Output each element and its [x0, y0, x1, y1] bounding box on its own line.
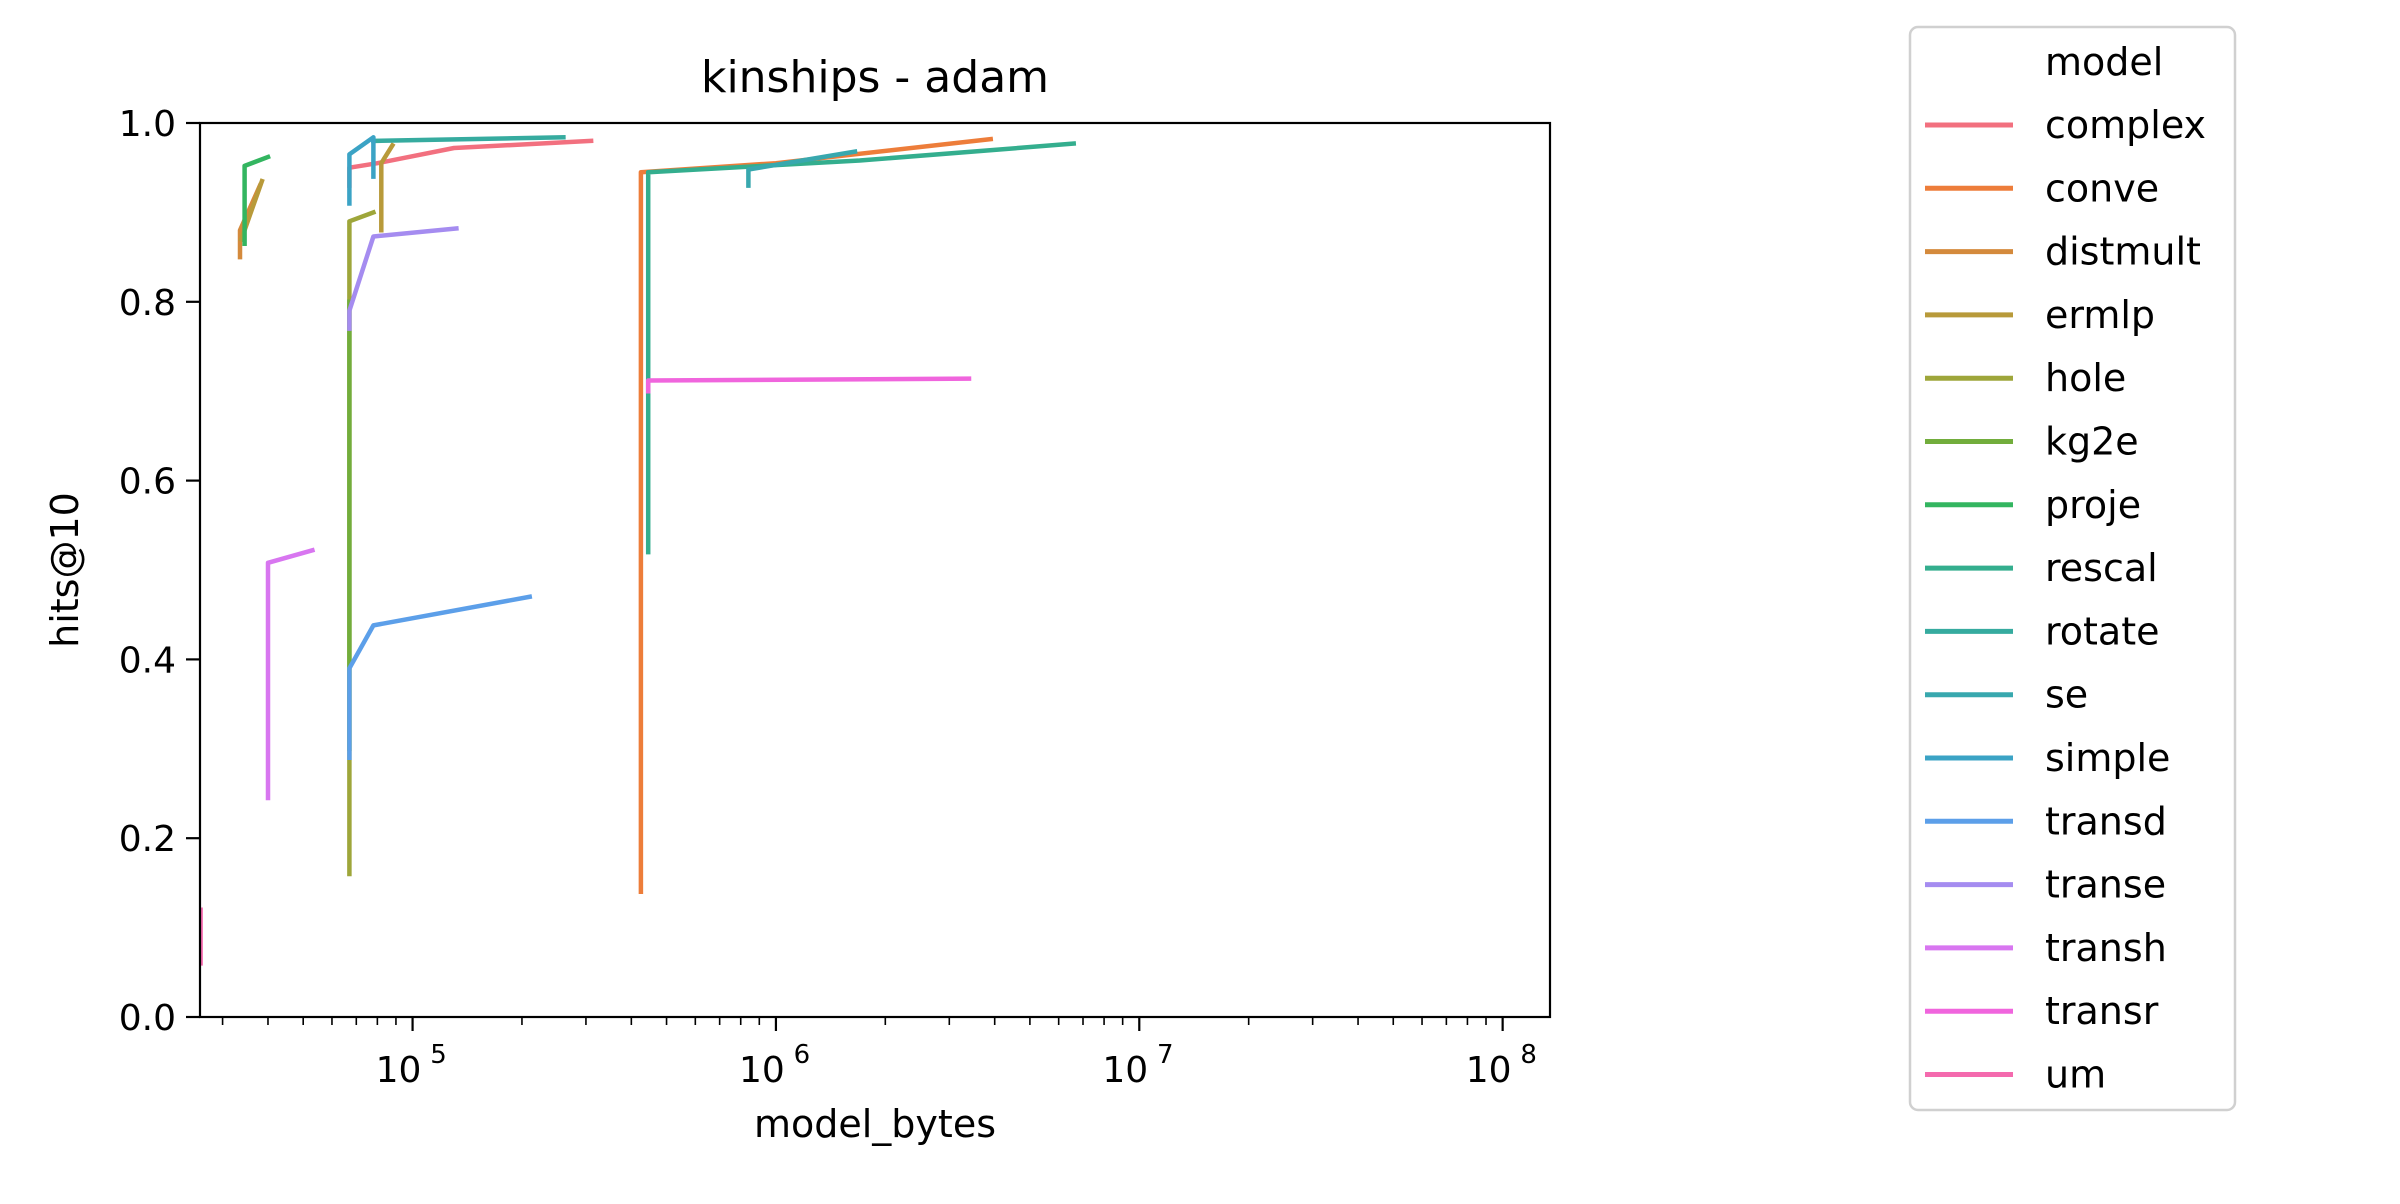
- y-tick-label: 1.0: [119, 104, 176, 145]
- legend-entry-um: um: [1925, 1053, 2106, 1097]
- legend-entry-rotate: rotate: [1925, 609, 2160, 653]
- legend-entry-transr: transr: [1925, 989, 2159, 1033]
- legend-entry-se: se: [1925, 673, 2088, 717]
- series-rescal: [645, 141, 1077, 555]
- legend-entry-distmult: distmult: [1925, 230, 2201, 274]
- series-line-transd: [347, 594, 533, 760]
- x-axis: 10 5 10 6 10 7 10 8: [221, 1017, 1537, 1091]
- y-tick-label: 0.0: [119, 998, 176, 1039]
- legend-label: conve: [2045, 166, 2159, 210]
- series-transr: [645, 376, 972, 394]
- legend-entry-rescal: rescal: [1925, 546, 2158, 590]
- legend-entry-conve: conve: [1925, 166, 2159, 210]
- series-transe: [347, 226, 459, 331]
- y-tick-label: 0.8: [119, 283, 176, 324]
- x-tick-exponent: 7: [1157, 1040, 1174, 1070]
- x-tick-exponent: 5: [430, 1040, 447, 1070]
- series-line-transh: [265, 547, 316, 801]
- legend-label: distmult: [2045, 230, 2201, 274]
- series-transh: [265, 547, 316, 801]
- series-complex: [347, 138, 594, 188]
- legend: model complex conve distmult ermlp hole kg2e p…: [1908, 25, 2237, 1112]
- legend-label: proje: [2045, 483, 2141, 527]
- legend-label: complex: [2045, 103, 2206, 147]
- legend-label: kg2e: [2045, 420, 2139, 464]
- series-line-conve: [638, 136, 994, 895]
- legend-entry-transh: transh: [1925, 926, 2167, 970]
- legend-label: transd: [2045, 799, 2167, 843]
- series-rotate: [371, 135, 566, 144]
- series-line-proje: [242, 154, 271, 246]
- series-se: [746, 149, 858, 188]
- plot-lines: [200, 135, 1077, 966]
- legend-entries: complex conve distmult ermlp hole kg2e proje re…: [1925, 103, 2206, 1097]
- legend-entry-kg2e: kg2e: [1925, 420, 2139, 464]
- x-tick-exponent: 6: [794, 1040, 811, 1070]
- series-line-transe: [347, 226, 459, 331]
- legend-label: simple: [2045, 736, 2170, 780]
- x-tick-label: 10: [1102, 1050, 1148, 1091]
- legend-entry-simple: simple: [1925, 736, 2170, 780]
- series-simple: [347, 135, 376, 206]
- legend-label: rescal: [2045, 546, 2158, 590]
- series-proje: [242, 154, 271, 246]
- legend-label: um: [2045, 1053, 2106, 1097]
- series-line-se: [746, 149, 858, 188]
- axes-frame: [198, 121, 1552, 1019]
- chart-title: kinships - adam: [701, 52, 1049, 103]
- y-axis-label: hits@10: [43, 492, 87, 648]
- series-hole: [347, 209, 377, 877]
- y-tick-label: 0.4: [119, 640, 176, 681]
- legend-entry-transd: transd: [1925, 799, 2167, 843]
- y-tick-label: 0.2: [119, 819, 176, 860]
- x-tick-exponent: 8: [1520, 1040, 1537, 1070]
- x-tick-label: 10: [1466, 1050, 1512, 1091]
- legend-frame: [1908, 25, 2237, 1112]
- x-tick-label: 10: [739, 1050, 785, 1091]
- legend-label: transh: [2045, 926, 2167, 970]
- series-line-rotate: [371, 135, 566, 144]
- legend-entry-ermlp: ermlp: [1925, 293, 2155, 337]
- legend-label: hole: [2045, 356, 2126, 400]
- y-tick-label: 0.6: [119, 462, 176, 503]
- y-axis: 0.0 0.2 0.4 0.6 0.8 1.0: [119, 104, 200, 1039]
- series-line-complex: [347, 138, 594, 188]
- x-axis-label: model_bytes: [754, 1102, 996, 1146]
- legend-title: model: [2045, 40, 2163, 84]
- legend-label: se: [2045, 673, 2088, 717]
- legend-entry-proje: proje: [1925, 483, 2141, 527]
- legend-label: rotate: [2045, 609, 2160, 653]
- x-tick-label: 10: [376, 1050, 422, 1091]
- series-line-hole: [347, 209, 377, 877]
- legend-entry-transe: transe: [1925, 863, 2166, 907]
- series-line-rescal: [645, 141, 1077, 555]
- series-line-simple: [347, 135, 376, 206]
- legend-entry-hole: hole: [1925, 356, 2126, 400]
- series-conve: [638, 136, 994, 895]
- series-line-transr: [645, 376, 972, 394]
- legend-label: ermlp: [2045, 293, 2155, 337]
- legend-label: transe: [2045, 863, 2166, 907]
- legend-label: transr: [2045, 989, 2159, 1033]
- series-transd: [347, 594, 533, 760]
- legend-entry-complex: complex: [1925, 103, 2206, 147]
- series-line-ermlp: [379, 142, 396, 233]
